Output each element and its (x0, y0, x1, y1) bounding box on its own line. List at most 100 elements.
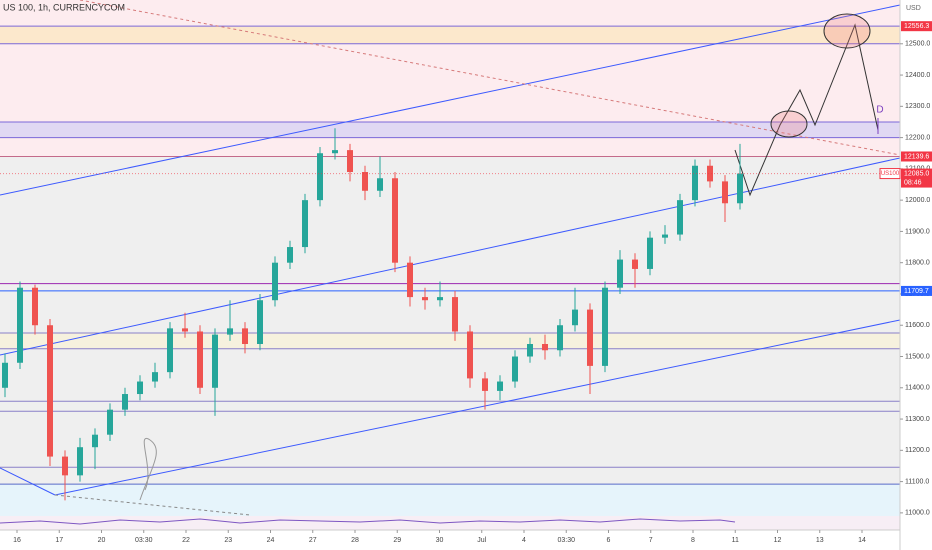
candle-body (197, 331, 203, 388)
last-price-box (901, 168, 932, 188)
candle-body (62, 456, 68, 476)
candle-body (677, 200, 683, 235)
candle-body (557, 325, 563, 351)
background-middle (0, 156, 900, 484)
background-lower (0, 484, 900, 516)
trend-line (54, 494, 251, 516)
y-tick-label: 12300.0 (905, 103, 930, 110)
x-tick-label: 20 (98, 537, 106, 544)
trend-line (79, 0, 901, 156)
x-tick-label: 6 (607, 537, 611, 544)
candle-body (212, 334, 218, 388)
sketch (139, 437, 157, 501)
candle-body (587, 309, 593, 366)
candle-body (167, 328, 173, 373)
chart-title: US 100, 1h, CURRENCYCOM (3, 2, 125, 12)
x-tick-label: 28 (351, 537, 359, 544)
candle-body (287, 247, 293, 263)
candle-body (662, 234, 668, 238)
last-price-countdown: 08:46 (904, 179, 922, 186)
last-price-name: US100 (881, 171, 900, 177)
x-tick-label: 12 (774, 537, 782, 544)
y-tick-label: 11200.0 (905, 447, 930, 454)
price-marker (901, 285, 932, 296)
annotation: D (876, 105, 883, 116)
channel-line (0, 4, 901, 196)
x-tick-label: 7 (649, 537, 653, 544)
candle-body (32, 287, 38, 326)
x-tick-label: 29 (393, 537, 401, 544)
y-tick-label: 11300.0 (905, 416, 930, 423)
x-tick-label: 03:30 (135, 537, 153, 544)
target-ellipse (823, 13, 871, 49)
candle-body (422, 297, 428, 301)
price-marker-label: 11709.7 (904, 288, 929, 295)
candle-body (302, 200, 308, 248)
candle-body (317, 153, 323, 201)
candle-body (467, 331, 473, 379)
candle-body (107, 409, 113, 435)
x-tick-label: 30 (436, 537, 444, 544)
y-tick-label: 11800.0 (905, 260, 930, 267)
x-tick-label: 11 (732, 537, 739, 544)
price-marker-label: 12556.3 (904, 23, 929, 30)
x-tick-label: 8 (691, 537, 695, 544)
candle-body (152, 372, 158, 382)
candle-body (437, 297, 443, 301)
levels (0, 25, 900, 485)
candle-body (332, 150, 338, 154)
candles (2, 128, 743, 501)
x-tick-label: 23 (224, 537, 232, 544)
y-tick-label: 12200.0 (905, 134, 930, 141)
y-tick-label: 12000.0 (905, 197, 930, 204)
channel-line (54, 319, 901, 496)
target-ellipse (770, 110, 808, 138)
candle-body (482, 378, 488, 391)
x-tick-label: 16 (13, 537, 21, 544)
zone (0, 121, 900, 138)
candle-body (407, 262, 413, 298)
x-tick-label: 14 (858, 537, 866, 544)
zone (0, 333, 900, 349)
candle-body (17, 287, 23, 363)
x-tick-label: Jul (477, 537, 486, 544)
last-price-label: 12085.0 (904, 170, 929, 177)
drawings (0, 0, 901, 516)
x-tick-label: 27 (309, 537, 317, 544)
x-tick-label: 22 (182, 537, 190, 544)
axes: 11000.0 11100.0 11200.0 11300.0 11400.0 11500… (0, 21, 932, 544)
x-tick-label: 4 (522, 537, 526, 544)
candle-body (77, 447, 83, 476)
candle-body (182, 328, 188, 332)
candle-body (692, 165, 698, 201)
candle-body (452, 297, 458, 332)
candle-body (722, 181, 728, 204)
candle-body (347, 150, 353, 172)
candle-body (272, 262, 278, 301)
channel-line (0, 157, 901, 356)
currency: USD (906, 5, 921, 12)
candle-body (617, 259, 623, 288)
candle-body (47, 325, 53, 457)
candle-body (647, 237, 653, 269)
y-tick-label: 11100.0 (905, 478, 929, 485)
candle-body (2, 362, 8, 388)
x-tick-label: 13 (816, 537, 824, 544)
indicator-line (0, 518, 736, 525)
candle-body (92, 434, 98, 448)
projection-path (734, 23, 879, 197)
candle-body (377, 178, 383, 191)
candle-body (707, 165, 713, 182)
y-tick-label: 11000.0 (905, 510, 930, 517)
candle-body (632, 259, 638, 269)
price-marker-label: 12139.6 (904, 153, 929, 160)
candle-body (572, 309, 578, 326)
y-tick-label: 11500.0 (905, 353, 930, 360)
y-tick-label: 12400.0 (905, 72, 930, 79)
candle-body (242, 328, 248, 344)
x-tick-label: 24 (267, 537, 275, 544)
candle-body (122, 394, 128, 410)
y-tick-label: 11600.0 (905, 322, 930, 329)
candle-body (257, 300, 263, 344)
